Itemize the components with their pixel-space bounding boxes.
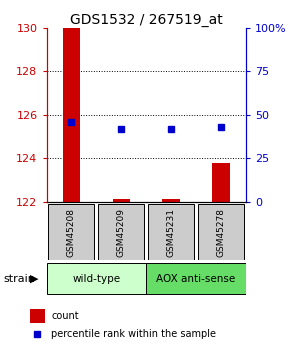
FancyBboxPatch shape	[98, 204, 144, 260]
Text: percentile rank within the sample: percentile rank within the sample	[51, 329, 216, 339]
FancyBboxPatch shape	[198, 204, 244, 260]
Bar	[63, 28, 80, 202]
FancyBboxPatch shape	[148, 204, 194, 260]
Text: AOX anti-sense: AOX anti-sense	[157, 274, 236, 284]
Text: wild-type: wild-type	[72, 274, 120, 284]
Text: GSM45231: GSM45231	[167, 207, 176, 257]
Text: GSM45208: GSM45208	[67, 207, 76, 257]
Text: GSM45278: GSM45278	[217, 207, 226, 257]
Bar	[112, 199, 130, 202]
Text: count: count	[51, 311, 79, 321]
FancyBboxPatch shape	[49, 204, 94, 260]
Text: ▶: ▶	[30, 274, 38, 284]
Bar	[30, 309, 44, 323]
Title: GDS1532 / 267519_at: GDS1532 / 267519_at	[70, 12, 223, 27]
Bar	[212, 162, 230, 202]
FancyBboxPatch shape	[146, 263, 246, 294]
Bar	[163, 199, 180, 202]
Text: strain: strain	[3, 274, 35, 284]
Text: GSM45209: GSM45209	[117, 207, 126, 257]
FancyBboxPatch shape	[46, 263, 146, 294]
